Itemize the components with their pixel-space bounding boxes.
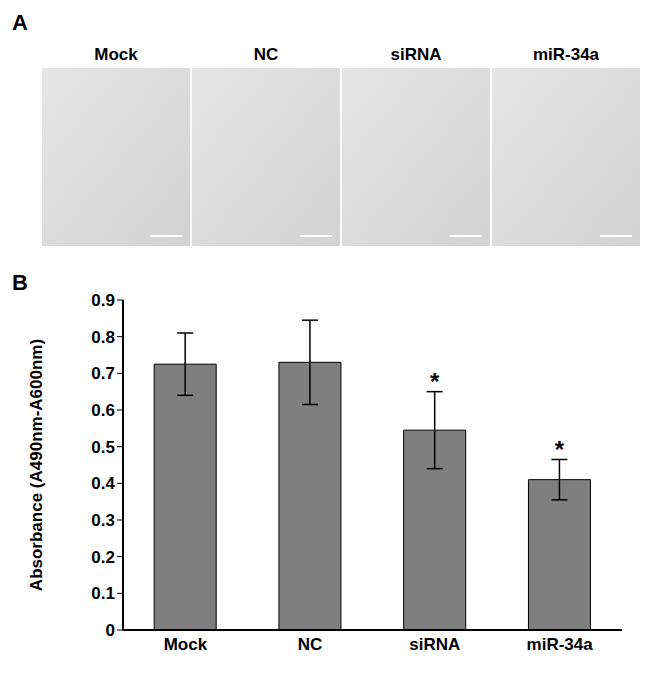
svg-text:0.1: 0.1 xyxy=(91,584,115,603)
svg-text:0.7: 0.7 xyxy=(91,364,115,383)
svg-text:Mock: Mock xyxy=(94,45,138,64)
svg-text:NC: NC xyxy=(254,45,279,64)
svg-text:0.3: 0.3 xyxy=(91,511,115,530)
svg-text:0.2: 0.2 xyxy=(91,548,115,567)
html-text:B: B xyxy=(12,270,28,295)
svg-text:0.8: 0.8 xyxy=(91,328,115,347)
svg-text:0.9: 0.9 xyxy=(91,291,115,310)
svg-text:0.5: 0.5 xyxy=(91,438,115,457)
svg-text:NC: NC xyxy=(298,635,323,654)
svg-text:miR-34a: miR-34a xyxy=(533,45,600,64)
svg-text:*: * xyxy=(430,368,440,395)
svg-text:0.6: 0.6 xyxy=(91,401,115,420)
svg-text:siRNA: siRNA xyxy=(390,45,441,64)
svg-text:siRNA: siRNA xyxy=(409,635,460,654)
svg-text:Mock: Mock xyxy=(164,635,208,654)
svg-text:miR-34a: miR-34a xyxy=(527,635,594,654)
svg-text:Absorbance (A490nm-A600nm): Absorbance (A490nm-A600nm) xyxy=(27,339,46,591)
svg-text:A: A xyxy=(12,10,28,35)
svg-text:0.4: 0.4 xyxy=(91,474,115,493)
svg-text:0: 0 xyxy=(106,621,115,640)
svg-text:*: * xyxy=(555,436,565,463)
